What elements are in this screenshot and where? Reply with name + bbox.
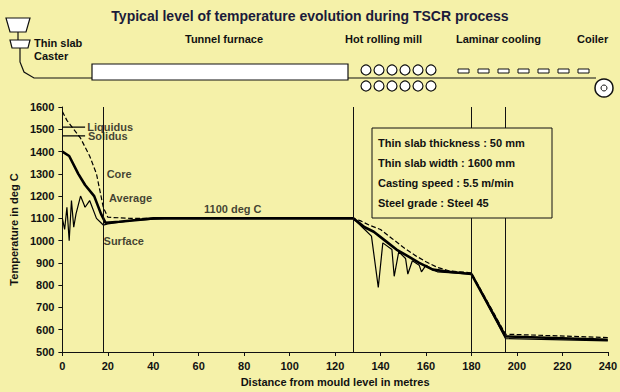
svg-text:Caster: Caster (34, 50, 69, 62)
svg-text:1100 deg C: 1100 deg C (204, 203, 262, 215)
svg-text:1500: 1500 (30, 123, 54, 135)
svg-text:Hot rolling mill: Hot rolling mill (345, 33, 422, 45)
svg-text:Surface: Surface (104, 235, 144, 247)
svg-text:600: 600 (36, 324, 54, 336)
svg-text:900: 900 (36, 257, 54, 269)
svg-text:0: 0 (59, 360, 65, 372)
svg-text:1000: 1000 (30, 235, 54, 247)
svg-text:500: 500 (36, 346, 54, 358)
svg-text:Casting speed : 5.5 m/min: Casting speed : 5.5 m/min (378, 177, 514, 189)
svg-text:Thin slab width : 1600 mm: Thin slab width : 1600 mm (378, 157, 515, 169)
svg-text:Typical level of temperature e: Typical level of temperature evolution d… (111, 8, 508, 24)
svg-text:Thin slab: Thin slab (34, 37, 83, 49)
svg-text:Solidus: Solidus (88, 130, 128, 142)
svg-text:140: 140 (371, 360, 389, 372)
svg-text:Steel grade : Steel 45: Steel grade : Steel 45 (378, 197, 489, 209)
svg-text:Temperature in deg C: Temperature in deg C (8, 173, 20, 285)
svg-text:220: 220 (553, 360, 571, 372)
svg-text:120: 120 (326, 360, 344, 372)
svg-text:Laminar cooling: Laminar cooling (456, 33, 541, 45)
svg-text:100: 100 (280, 360, 298, 372)
svg-text:200: 200 (508, 360, 526, 372)
svg-text:Average: Average (109, 192, 152, 204)
svg-text:1600: 1600 (30, 101, 54, 113)
svg-text:1300: 1300 (30, 168, 54, 180)
svg-text:Core: Core (107, 168, 132, 180)
svg-text:800: 800 (36, 279, 54, 291)
svg-text:1400: 1400 (30, 146, 54, 158)
svg-text:160: 160 (417, 360, 435, 372)
svg-text:40: 40 (147, 360, 159, 372)
svg-text:1100: 1100 (30, 212, 54, 224)
svg-text:20: 20 (102, 360, 114, 372)
svg-text:60: 60 (193, 360, 205, 372)
svg-text:80: 80 (238, 360, 250, 372)
svg-text:Tunnel furnace: Tunnel furnace (185, 33, 263, 45)
svg-text:180: 180 (462, 360, 480, 372)
svg-text:1200: 1200 (30, 190, 54, 202)
svg-text:Distance from mould level in m: Distance from mould level in metres (241, 376, 430, 388)
svg-text:Thin slab thickness : 50 mm: Thin slab thickness : 50 mm (378, 137, 525, 149)
svg-text:Coiler: Coiler (577, 33, 609, 45)
svg-text:240: 240 (599, 360, 617, 372)
svg-text:Liquidus: Liquidus (87, 121, 133, 133)
svg-text:700: 700 (36, 301, 54, 313)
